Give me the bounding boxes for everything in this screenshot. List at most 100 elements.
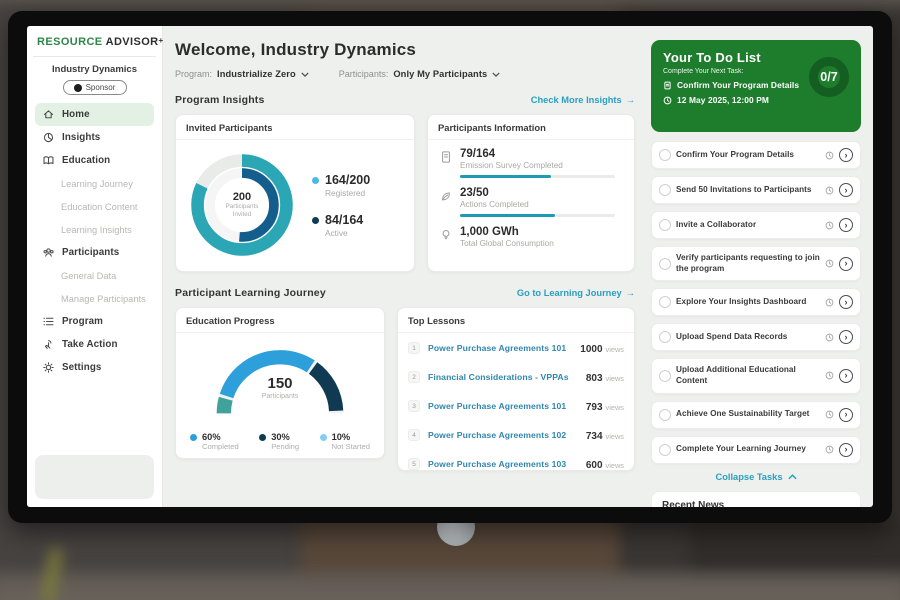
recent-news-card: Recent News <box>651 491 861 507</box>
task-open-button[interactable]: › <box>839 443 853 457</box>
chevron-right-icon: › <box>845 258 848 268</box>
sidebar-item-take-action[interactable]: Take Action <box>35 333 154 356</box>
sidebar-item-insights[interactable]: Insights <box>35 126 154 149</box>
clock-icon <box>825 298 834 307</box>
sponsor-label: Sponsor <box>86 83 116 92</box>
sidebar-item-label: Home <box>62 109 90 120</box>
main-content: Welcome, Industry Dynamics Program: Indu… <box>163 26 649 507</box>
education-progress-card: Education Progress 150 Participants <box>175 307 385 459</box>
task-item[interactable]: Explore Your Insights Dashboard › <box>651 288 861 316</box>
task-checkbox[interactable] <box>659 219 671 231</box>
task-open-button[interactable]: › <box>839 218 853 232</box>
task-checkbox[interactable] <box>659 370 671 382</box>
sidebar-item-education-content[interactable]: Education Content <box>35 195 154 218</box>
gauge-legend: 60% Completed 30% Pending <box>176 426 384 451</box>
views-count: 793 <box>586 402 603 413</box>
progress-track <box>460 175 615 178</box>
stat-actions-completed: 23/50 Actions Completed <box>440 187 622 217</box>
task-item[interactable]: Invite a Collaborator › <box>651 211 861 239</box>
sidebar-item-program[interactable]: Program <box>35 310 154 333</box>
task-item[interactable]: Complete Your Learning Journey › <box>651 436 861 464</box>
stat-value: 79/164 <box>460 148 615 160</box>
pending-dot-icon <box>259 434 266 441</box>
lesson-link[interactable]: Financial Considerations - VPPAs <box>428 372 578 382</box>
task-open-button[interactable]: › <box>839 183 853 197</box>
sponsor-badge[interactable]: Sponsor <box>63 80 127 95</box>
task-label: Achieve One Sustainability Target <box>676 409 820 420</box>
donut-legend: 164/200 Registered 84/164 Active <box>312 173 370 238</box>
task-item[interactable]: Achieve One Sustainability Target › <box>651 401 861 429</box>
lesson-link[interactable]: Power Purchase Agreements 101 <box>428 401 578 411</box>
task-open-button[interactable]: › <box>839 330 853 344</box>
clock-icon <box>663 96 672 105</box>
sidebar-item-general-data[interactable]: General Data <box>35 264 154 287</box>
sidebar: RESOURCE ADVISOR+ Industry Dynamics Spon… <box>27 26 163 507</box>
lesson-link[interactable]: Power Purchase Agreements 102 <box>428 430 578 440</box>
stat-total-consumption: 1,000 GWh Total Global Consumption <box>440 226 622 248</box>
task-open-button[interactable]: › <box>839 295 853 309</box>
participants-count: 150 <box>205 375 355 392</box>
collapse-label: Collapse Tasks <box>715 472 782 482</box>
task-checkbox[interactable] <box>659 331 671 343</box>
survey-icon <box>440 150 452 164</box>
task-checkbox[interactable] <box>659 184 671 196</box>
completed-dot-icon <box>190 434 197 441</box>
lesson-link[interactable]: Power Purchase Agreements 103 <box>428 459 578 469</box>
app-logo: RESOURCE ADVISOR+ <box>35 36 154 48</box>
logo-advisor: ADVISOR <box>106 36 159 48</box>
link-label: Go to Learning Journey <box>517 288 622 298</box>
task-label: Complete Your Learning Journey <box>676 444 820 455</box>
task-item[interactable]: Upload Spend Data Records › <box>651 323 861 351</box>
task-item[interactable]: Upload Additional Educational Content › <box>651 358 861 393</box>
go-to-learning-journey-link[interactable]: Go to Learning Journey → <box>517 288 635 298</box>
task-label: Invite a Collaborator <box>676 220 820 231</box>
task-item[interactable]: Send 50 Invitations to Participants › <box>651 176 861 204</box>
not-started-label: Not Started <box>332 442 370 451</box>
task-checkbox[interactable] <box>659 409 671 421</box>
participants-label: Participants <box>205 393 355 400</box>
sidebar-item-education[interactable]: Education <box>35 149 154 172</box>
lesson-link[interactable]: Power Purchase Agreements 101 <box>428 343 572 353</box>
sidebar-item-settings[interactable]: Settings <box>35 356 154 379</box>
program-list-icon <box>42 315 55 328</box>
rank-badge: 5 <box>408 458 420 470</box>
task-open-button[interactable]: › <box>839 148 853 162</box>
chevron-right-icon: › <box>845 332 848 342</box>
task-item[interactable]: Verify participants requesting to join t… <box>651 246 861 281</box>
sidebar-item-label: Take Action <box>62 339 118 350</box>
task-checkbox[interactable] <box>659 258 671 270</box>
sidebar-item-manage-participants[interactable]: Manage Participants <box>35 287 154 310</box>
sidebar-item-label: Insights <box>62 132 100 143</box>
sidebar-item-learning-insights[interactable]: Learning Insights <box>35 218 154 241</box>
sidebar-item-participants[interactable]: Participants <box>35 241 154 264</box>
task-open-button[interactable]: › <box>839 369 853 383</box>
lesson-row: 5 Power Purchase Agreements 103 600views <box>398 449 634 478</box>
program-filter-label: Program: <box>175 69 212 79</box>
next-task-label: Confirm Your Program Details <box>677 80 799 90</box>
check-more-insights-link[interactable]: Check More Insights → <box>531 95 635 105</box>
task-checkbox[interactable] <box>659 296 671 308</box>
program-filter-dropdown[interactable]: Program: Industrialize Zero <box>175 69 309 79</box>
task-checkbox[interactable] <box>659 149 671 161</box>
task-checkbox[interactable] <box>659 444 671 456</box>
collapse-tasks-link[interactable]: Collapse Tasks <box>651 472 861 482</box>
invited-participants-card: Invited Participants 200 Participants I <box>175 114 415 272</box>
invited-total: 200 <box>233 191 251 203</box>
gauge-chart: 150 Participants <box>205 341 355 426</box>
sidebar-item-home[interactable]: Home <box>35 103 154 126</box>
participants-filter-dropdown[interactable]: Participants: Only My Participants <box>339 69 501 79</box>
dashboard-screen: RESOURCE ADVISOR+ Industry Dynamics Spon… <box>27 26 873 507</box>
sponsor-icon <box>74 84 82 92</box>
legend-registered: 164/200 Registered <box>312 173 370 198</box>
lightbulb-icon <box>440 228 452 242</box>
task-open-button[interactable]: › <box>839 257 853 271</box>
progress-track <box>460 214 615 217</box>
sidebar-item-learning-journey[interactable]: Learning Journey <box>35 172 154 195</box>
stat-value: 23/50 <box>460 187 615 199</box>
task-open-button[interactable]: › <box>839 408 853 422</box>
task-item[interactable]: Confirm Your Program Details › <box>651 141 861 169</box>
donut-chart: 200 Participants Invited <box>184 147 300 263</box>
active-label: Active <box>325 228 363 238</box>
active-dot-icon <box>312 217 319 224</box>
not-started-pct: 10% <box>332 432 370 442</box>
